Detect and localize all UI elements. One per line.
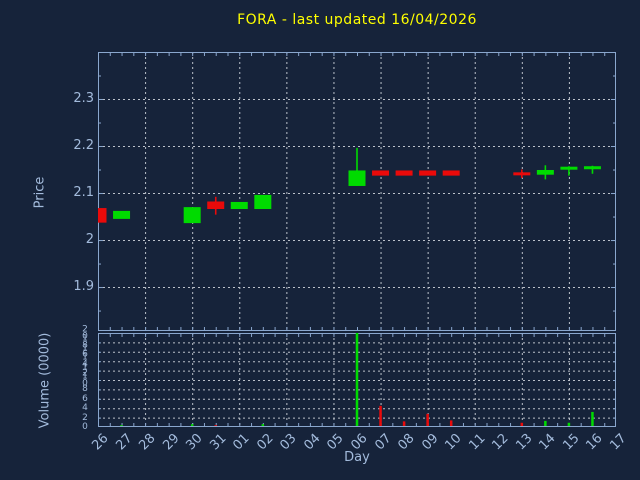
candle-08 bbox=[395, 170, 413, 176]
candle-27 bbox=[113, 210, 131, 219]
price-tick-label: 2.3 bbox=[73, 91, 94, 106]
candle-06 bbox=[348, 147, 366, 186]
candle-body bbox=[183, 207, 201, 224]
candle-body bbox=[372, 170, 390, 176]
candle-body bbox=[348, 170, 366, 186]
price-plot-canvas bbox=[98, 52, 616, 331]
candle-26 bbox=[98, 208, 107, 223]
candle-body bbox=[230, 201, 248, 210]
candle-13 bbox=[513, 169, 531, 178]
volume-bar-plot bbox=[98, 333, 616, 427]
price-axis-label: Price bbox=[32, 176, 48, 209]
candle-31 bbox=[207, 196, 225, 215]
day-axis-label: Day bbox=[344, 450, 370, 465]
candle-15 bbox=[560, 166, 578, 176]
plot-border bbox=[98, 52, 616, 331]
candle-body bbox=[254, 194, 272, 210]
volume-tick-label: 4 bbox=[82, 402, 88, 413]
volume-axis-label: Volume (0000) bbox=[37, 332, 53, 429]
candle-body bbox=[113, 210, 131, 219]
volume-tick-label: 2 0 bbox=[82, 324, 88, 341]
volume-tick-label: 1 6 bbox=[82, 343, 88, 360]
volume-tick-label: 1 4 bbox=[82, 352, 88, 370]
candle-07 bbox=[372, 170, 390, 176]
candle-body bbox=[536, 169, 554, 175]
candle-10 bbox=[442, 170, 460, 176]
volume-tick-label: 0 bbox=[82, 421, 88, 432]
candle-body bbox=[207, 201, 225, 210]
price-tick-label: 2.1 bbox=[73, 185, 94, 201]
candle-16 bbox=[583, 165, 601, 174]
candle-14 bbox=[536, 165, 554, 180]
candle-body bbox=[98, 208, 107, 223]
price-tick-label: 2 bbox=[85, 232, 94, 248]
candle-30 bbox=[183, 207, 201, 224]
chart-title: FORA - last updated 16/04/2026 bbox=[237, 12, 477, 28]
volume-tick-label: 8 bbox=[82, 384, 88, 395]
candle-body bbox=[583, 166, 601, 170]
price-tick-label: 2.2 bbox=[73, 138, 94, 154]
volume-tick-label: 2 bbox=[82, 412, 88, 423]
candle-body bbox=[513, 172, 531, 176]
price-tick-label: 1.9 bbox=[73, 279, 94, 295]
candle-body bbox=[419, 170, 437, 176]
volume-tick-label: 6 bbox=[82, 393, 88, 404]
candle-01 bbox=[230, 201, 248, 210]
price-candlestick-plot bbox=[98, 52, 616, 331]
volume-tick-label: 1 0 bbox=[82, 371, 88, 388]
candle-body bbox=[395, 170, 413, 176]
candle-09 bbox=[419, 170, 437, 176]
volume-plot-canvas bbox=[98, 333, 616, 427]
candle-02 bbox=[254, 194, 272, 210]
volume-tick-label: 1 8 bbox=[82, 333, 88, 351]
volume-tick-label: 1 2 bbox=[82, 362, 88, 379]
candle-body bbox=[560, 166, 578, 170]
candle-body bbox=[442, 170, 460, 176]
